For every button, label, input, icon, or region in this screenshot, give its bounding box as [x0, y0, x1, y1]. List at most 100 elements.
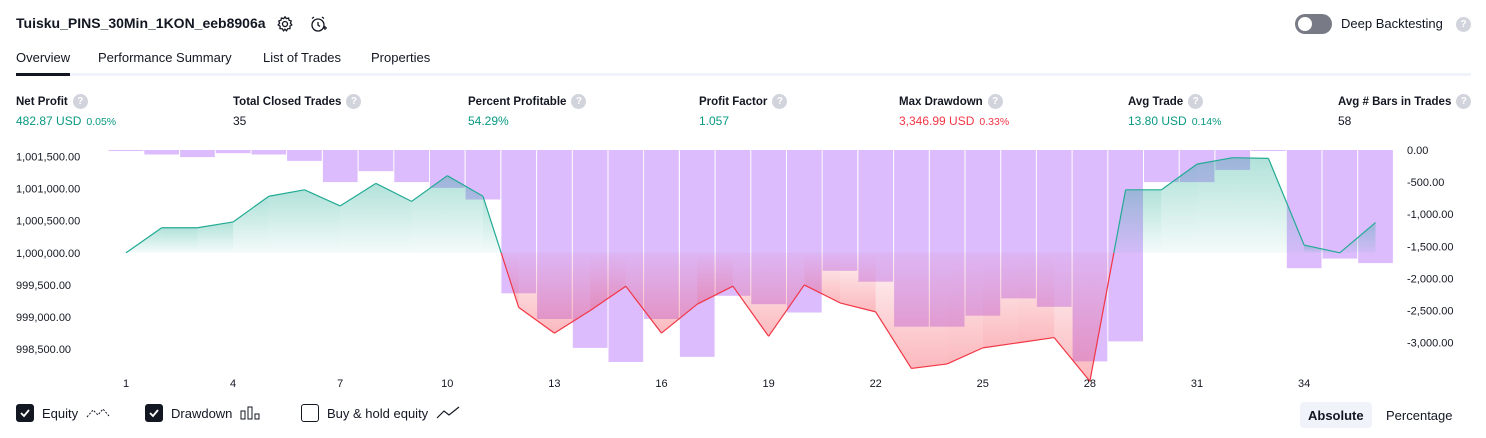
help-icon[interactable]: ? [1456, 17, 1471, 32]
equity-line-segment[interactable] [625, 285, 662, 334]
equity-area [947, 252, 983, 364]
equity-line-segment[interactable] [839, 302, 876, 313]
settings-icon[interactable] [274, 13, 296, 35]
equity-line-segment[interactable] [875, 311, 912, 369]
equity-area [982, 252, 1019, 348]
equity-line-segment[interactable] [661, 303, 698, 334]
equity-area [304, 189, 341, 253]
equity-area [518, 252, 555, 334]
buy-hold-checkbox[interactable] [301, 404, 319, 422]
equity-line-segment[interactable] [500, 252, 520, 308]
info-icon[interactable]: ? [1456, 94, 1472, 109]
chart-footer: Equity Drawdown Buy & hold equity Absolu… [16, 402, 1471, 428]
equity-line-segment[interactable] [197, 221, 234, 229]
equity-line-segment[interactable] [482, 196, 502, 253]
equity-line-segment[interactable] [768, 284, 805, 337]
drawdown-bar[interactable] [1322, 150, 1358, 259]
equity-area [875, 252, 912, 369]
equity-area [1018, 252, 1055, 343]
info-icon[interactable]: ? [571, 94, 587, 109]
drawdown-bar[interactable] [215, 150, 251, 154]
equity-line-segment[interactable] [1053, 337, 1091, 382]
equity-line-segment[interactable] [447, 175, 484, 197]
metric-value: 58 [1338, 114, 1352, 128]
metric-percent: 0.05% [86, 116, 117, 128]
drawdown-bar[interactable] [394, 150, 429, 183]
left-axis-tick: 999,500.00 [16, 280, 71, 292]
equity-line-segment[interactable] [304, 189, 341, 207]
equity-line-segment[interactable] [339, 182, 377, 207]
equity-line-segment[interactable] [1160, 163, 1198, 191]
tab-properties[interactable]: Properties [371, 50, 431, 65]
equity-line-segment[interactable] [1267, 158, 1305, 246]
equity-area [411, 175, 448, 253]
equity-line-segment[interactable] [232, 195, 270, 223]
equity-toggle[interactable]: Equity [16, 404, 110, 422]
x-axis-tick: 13 [548, 378, 560, 388]
drawdown-bar[interactable] [287, 150, 322, 161]
deep-backtesting-toggle[interactable] [1295, 14, 1332, 34]
equity-line-segment[interactable] [911, 363, 948, 370]
equity-drawdown-chart[interactable]: 1,001,500.00 1,001,000.00 1,000,500.00 1,00… [0, 136, 1486, 388]
drawdown-bar[interactable] [180, 150, 215, 158]
equity-line-segment[interactable] [268, 189, 305, 197]
metric-label: Percent Profitable [468, 95, 567, 108]
left-axis-tick: 1,000,000.00 [16, 248, 80, 260]
metric-label: Profit Factor [699, 95, 768, 108]
drawdown-bar[interactable] [1144, 150, 1179, 183]
drawdown-bar[interactable] [1251, 150, 1286, 151]
equity-area [1125, 189, 1162, 253]
drawdown-bar[interactable] [251, 150, 287, 155]
equity-line-segment[interactable] [1339, 222, 1376, 254]
metric-value: 35 [233, 114, 247, 128]
tab-list-of-trades[interactable]: List of Trades [263, 50, 342, 65]
metric-value: 1.057 [699, 114, 730, 128]
drawdown-bar[interactable] [108, 150, 144, 151]
info-icon[interactable]: ? [772, 94, 788, 109]
right-axis-tick: 0.00 [1407, 145, 1428, 157]
equity-line-segment[interactable] [589, 285, 627, 312]
equity-line-segment[interactable] [1196, 157, 1233, 165]
percentage-button[interactable]: Percentage [1386, 407, 1453, 423]
drawdown-bar[interactable] [358, 150, 394, 172]
equity-line-segment[interactable] [982, 342, 1019, 349]
equity-line-segment[interactable] [946, 347, 984, 365]
drawdown-toggle[interactable]: Drawdown [145, 404, 262, 422]
equity-line-segment[interactable] [411, 175, 448, 202]
equity-line-segment[interactable] [554, 310, 591, 334]
equity-area [911, 252, 948, 369]
x-axis-tick: 7 [337, 378, 343, 388]
tab-performance-summary[interactable]: Performance Summary [98, 50, 232, 65]
drawdown-bar[interactable] [144, 150, 179, 155]
drawdown-checkbox[interactable] [145, 404, 163, 422]
equity-line-segment[interactable] [1089, 252, 1115, 382]
info-icon[interactable]: ? [346, 94, 362, 109]
right-axis-tick: -500.00 [1407, 177, 1444, 189]
equity-line-segment[interactable] [1113, 189, 1127, 253]
info-icon[interactable]: ? [72, 94, 88, 109]
equity-line-segment[interactable] [732, 285, 770, 337]
equity-line-segment[interactable] [696, 285, 734, 305]
absolute-button[interactable]: Absolute [1300, 402, 1372, 428]
report-tabs: Overview Performance Summary List of Tra… [16, 44, 1471, 76]
info-icon[interactable]: ? [1188, 94, 1204, 109]
equity-area [447, 175, 483, 253]
equity-area [661, 252, 698, 334]
tab-overview[interactable]: Overview [16, 50, 71, 76]
equity-line-segment[interactable] [1018, 336, 1055, 344]
metric-max-drawdown: Max Drawdown? 3,346.99 USD 0.33% [899, 94, 1009, 128]
equity-line-segment[interactable] [518, 306, 555, 334]
equity-line-segment[interactable] [375, 182, 412, 202]
metric-profit-factor: Profit Factor? 1.057 [699, 94, 788, 128]
drawdown-bar[interactable] [322, 150, 358, 183]
buy-hold-toggle[interactable]: Buy & hold equity [301, 404, 460, 422]
equity-line-segment[interactable] [125, 227, 163, 254]
equity-line-segment[interactable] [804, 284, 841, 304]
equity-area [804, 252, 840, 303]
drawdown-bar[interactable] [822, 150, 858, 271]
info-icon[interactable]: ? [987, 94, 1003, 109]
equity-checkbox[interactable] [16, 404, 34, 422]
equity-line-segment[interactable] [1232, 157, 1269, 159]
add-alert-icon[interactable] [307, 13, 329, 35]
equity-line-segment[interactable] [1303, 244, 1340, 254]
